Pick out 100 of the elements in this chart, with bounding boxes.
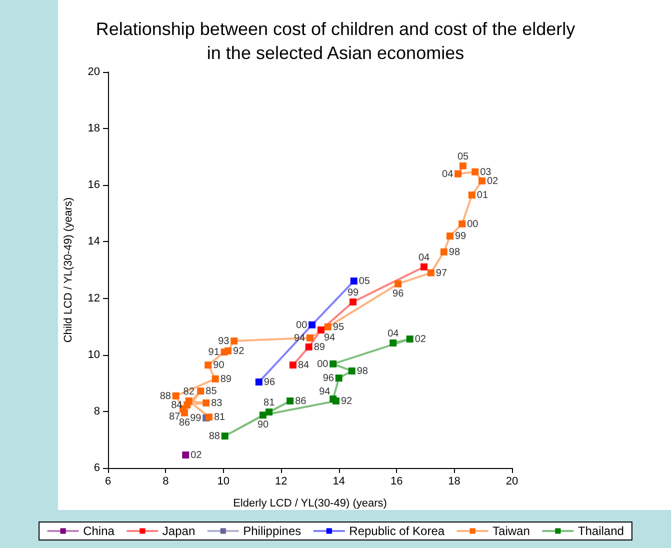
annotation: 96 (322, 373, 334, 384)
point (472, 168, 479, 176)
annotation: 99 (454, 231, 467, 242)
point (212, 375, 219, 382)
point (308, 321, 316, 328)
y-tick-label: 12 (88, 292, 100, 304)
annotation: 89 (314, 342, 326, 353)
point (221, 432, 228, 440)
annotation: 94 (319, 386, 331, 398)
point (306, 334, 314, 342)
legend-label: Republic of Korea (349, 524, 445, 538)
x-axis-title: Elderly LCD / YL(30-49) (years) (233, 498, 387, 510)
annotation: 99 (190, 412, 202, 424)
annotation: 86 (178, 417, 191, 428)
annotation: 95 (332, 322, 344, 333)
annotation: 00 (296, 320, 308, 331)
annotation: 93 (218, 336, 230, 347)
point (224, 347, 232, 354)
point (459, 162, 466, 170)
annotation: 92 (340, 396, 353, 407)
legend-label: Philippines (243, 524, 302, 538)
annotation: 03 (480, 166, 492, 178)
annotation: 98 (356, 366, 368, 377)
legend-label: Taiwan (492, 524, 530, 538)
point (406, 336, 414, 343)
y-tick-label: 20 (88, 66, 100, 78)
chart-title: Relationship between cost of children and cost of the elderly in the selected Asian economies (96, 19, 576, 63)
x-tick-label: 18 (448, 476, 460, 488)
annotation: 05 (358, 276, 370, 288)
point (197, 388, 204, 395)
annotation: 00 (317, 358, 329, 370)
point (202, 399, 210, 406)
point (330, 395, 337, 402)
point (255, 378, 262, 386)
annotation: 83 (211, 398, 223, 409)
point (206, 414, 212, 421)
x-tick-label: 8 (162, 476, 169, 488)
point (230, 337, 238, 344)
annotation: 02 (414, 334, 426, 346)
legend-label: Thailand (578, 524, 624, 538)
annotation: 04 (418, 252, 430, 264)
point (172, 392, 180, 400)
annotation: 00 (467, 218, 479, 230)
x-tick-label: 16 (390, 476, 403, 488)
annotation: 92 (233, 346, 245, 357)
annotation: 96 (392, 288, 404, 300)
annotation: 98 (448, 246, 460, 258)
x-tick-label: 6 (104, 476, 112, 488)
point (305, 343, 312, 350)
x-tick-label: 20 (506, 476, 518, 488)
annotation: 91 (208, 347, 220, 358)
point (330, 360, 337, 368)
y-axis-title: Child LCD / YL(30-49) (years) (62, 197, 74, 343)
point (286, 397, 294, 404)
point (478, 177, 486, 184)
y-tick-label: 8 (94, 405, 100, 418)
x-tick-label: 10 (217, 476, 230, 488)
legend-label: Japan (162, 524, 196, 538)
point (348, 367, 356, 374)
point (266, 408, 273, 416)
annotation: 02 (190, 450, 202, 461)
point (350, 278, 358, 285)
annotation: 94 (324, 332, 336, 344)
point (182, 451, 190, 458)
y-tick-label: 18 (88, 122, 100, 135)
point (454, 170, 462, 178)
annotation: 85 (206, 386, 218, 398)
annotation: 99 (347, 287, 360, 298)
annotation: 04 (442, 168, 454, 180)
y-tick-label: 6 (94, 462, 100, 474)
annotation: 01 (476, 190, 488, 202)
x-tick-label: 12 (275, 476, 288, 488)
point (204, 362, 212, 369)
point (420, 263, 428, 270)
annotation: 84 (298, 360, 310, 372)
annotation: 88 (208, 431, 220, 442)
annotation: 90 (213, 360, 225, 372)
annotation: 04 (388, 328, 400, 340)
point (427, 269, 434, 276)
annotation: 88 (160, 390, 172, 402)
point (317, 326, 324, 334)
legend-label: China (83, 524, 115, 538)
annotation: 86 (295, 396, 307, 407)
point (335, 374, 342, 382)
point (440, 248, 448, 256)
annotation: 87 (169, 411, 181, 422)
point (324, 323, 332, 330)
point (458, 220, 466, 228)
y-tick-label: 16 (88, 179, 100, 192)
point (394, 280, 402, 288)
annotation: 90 (257, 420, 270, 431)
y-tick-label: 14 (88, 236, 100, 248)
annotation: 96 (264, 377, 276, 388)
y-tick-label: 10 (88, 348, 100, 361)
point (349, 298, 356, 306)
annotation: 05 (457, 151, 470, 162)
annotation: 81 (264, 397, 276, 408)
annotation: 81 (214, 412, 226, 424)
point (446, 232, 454, 240)
annotation: 89 (220, 374, 232, 385)
